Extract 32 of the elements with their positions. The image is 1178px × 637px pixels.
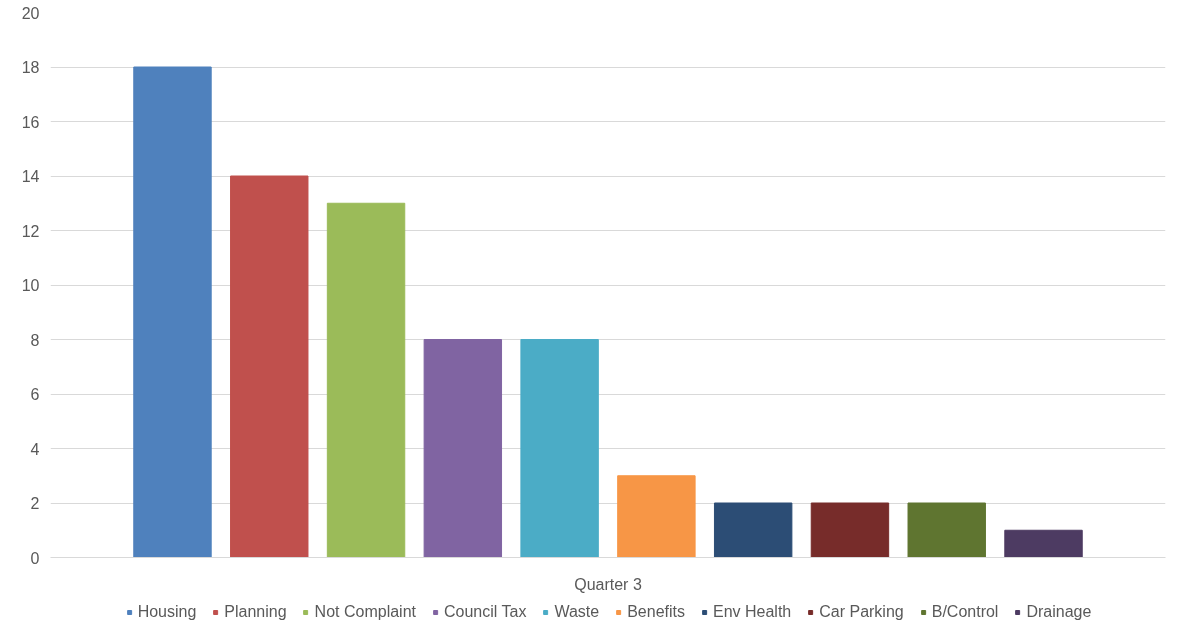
bar bbox=[617, 475, 696, 558]
legend-label: Drainage bbox=[1026, 603, 1092, 621]
y-tick-label: 16 bbox=[21, 113, 40, 131]
bar bbox=[810, 502, 890, 558]
y-tick-label: 6 bbox=[30, 386, 40, 403]
legend-label: Car Parking bbox=[819, 603, 904, 621]
bar bbox=[907, 502, 986, 558]
y-tick-label: 12 bbox=[21, 222, 40, 240]
bar bbox=[133, 66, 212, 558]
legend-label: Not Complaint bbox=[314, 603, 416, 621]
bar bbox=[520, 339, 599, 558]
bar bbox=[423, 339, 503, 558]
bar bbox=[1004, 529, 1083, 558]
y-tick-label: 2 bbox=[30, 495, 40, 512]
legend-label: Waste bbox=[554, 603, 600, 621]
x-tick-label: Quarter 3 bbox=[574, 575, 642, 593]
legend-label: Planning bbox=[224, 603, 287, 621]
legend-label: Council Tax bbox=[443, 603, 527, 621]
y-tick-label: 4 bbox=[30, 440, 40, 458]
y-tick-label: 8 bbox=[30, 331, 40, 349]
bar bbox=[230, 175, 309, 558]
legend-label: Env Health bbox=[712, 603, 792, 621]
y-tick-label: 14 bbox=[21, 168, 40, 185]
bar bbox=[326, 202, 406, 558]
y-tick-label: 20 bbox=[21, 4, 40, 22]
legend-label: B/Control bbox=[931, 603, 999, 621]
y-tick-label: 0 bbox=[30, 549, 40, 567]
y-tick-label: 18 bbox=[21, 59, 40, 76]
legend-label: Housing bbox=[137, 603, 197, 621]
legend-label: Benefits bbox=[627, 603, 685, 621]
bar bbox=[713, 502, 793, 558]
y-tick-label: 10 bbox=[21, 277, 40, 294]
